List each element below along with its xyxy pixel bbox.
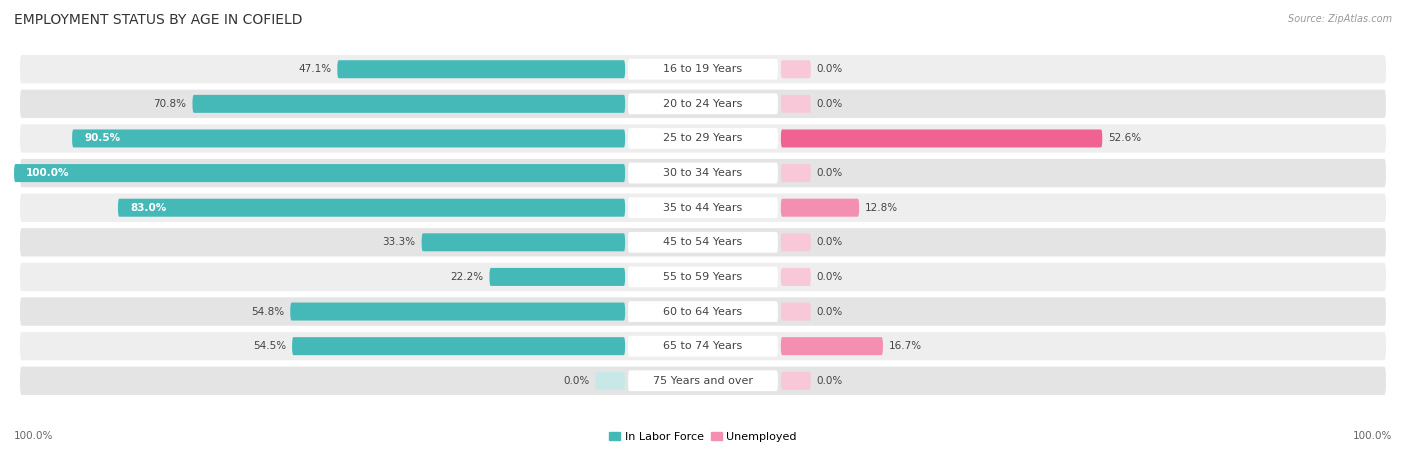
Text: 100.0%: 100.0%: [14, 431, 53, 441]
FancyBboxPatch shape: [193, 95, 626, 113]
Text: 52.6%: 52.6%: [1108, 134, 1142, 144]
Text: Source: ZipAtlas.com: Source: ZipAtlas.com: [1288, 14, 1392, 23]
Text: 55 to 59 Years: 55 to 59 Years: [664, 272, 742, 282]
Text: 47.1%: 47.1%: [298, 64, 332, 74]
Text: 0.0%: 0.0%: [562, 376, 589, 386]
FancyBboxPatch shape: [14, 164, 626, 182]
FancyBboxPatch shape: [628, 197, 778, 218]
FancyBboxPatch shape: [337, 60, 626, 78]
FancyBboxPatch shape: [20, 159, 1386, 187]
Text: 54.8%: 54.8%: [252, 306, 284, 316]
FancyBboxPatch shape: [422, 233, 626, 251]
FancyBboxPatch shape: [628, 94, 778, 114]
Text: 100.0%: 100.0%: [1353, 431, 1392, 441]
FancyBboxPatch shape: [780, 199, 859, 217]
Text: 0.0%: 0.0%: [817, 64, 844, 74]
Text: 90.5%: 90.5%: [84, 134, 121, 144]
FancyBboxPatch shape: [628, 232, 778, 253]
FancyBboxPatch shape: [780, 302, 811, 320]
Text: 35 to 44 Years: 35 to 44 Years: [664, 202, 742, 213]
FancyBboxPatch shape: [118, 199, 626, 217]
Legend: In Labor Force, Unemployed: In Labor Force, Unemployed: [605, 427, 801, 446]
Text: 54.5%: 54.5%: [253, 341, 285, 351]
FancyBboxPatch shape: [628, 128, 778, 149]
FancyBboxPatch shape: [780, 95, 811, 113]
FancyBboxPatch shape: [20, 367, 1386, 395]
Text: 0.0%: 0.0%: [817, 376, 844, 386]
FancyBboxPatch shape: [628, 266, 778, 287]
FancyBboxPatch shape: [780, 268, 811, 286]
FancyBboxPatch shape: [20, 55, 1386, 83]
FancyBboxPatch shape: [780, 60, 811, 78]
Text: 30 to 34 Years: 30 to 34 Years: [664, 168, 742, 178]
Text: 0.0%: 0.0%: [817, 168, 844, 178]
FancyBboxPatch shape: [780, 337, 883, 355]
FancyBboxPatch shape: [72, 130, 626, 148]
FancyBboxPatch shape: [628, 163, 778, 184]
FancyBboxPatch shape: [292, 337, 626, 355]
Text: 100.0%: 100.0%: [27, 168, 69, 178]
FancyBboxPatch shape: [20, 194, 1386, 222]
FancyBboxPatch shape: [780, 164, 811, 182]
Text: 83.0%: 83.0%: [129, 202, 166, 213]
FancyBboxPatch shape: [20, 90, 1386, 118]
Text: 20 to 24 Years: 20 to 24 Years: [664, 99, 742, 109]
Text: 0.0%: 0.0%: [817, 272, 844, 282]
FancyBboxPatch shape: [628, 301, 778, 322]
Text: 0.0%: 0.0%: [817, 99, 844, 109]
Text: 12.8%: 12.8%: [865, 202, 898, 213]
FancyBboxPatch shape: [20, 228, 1386, 256]
Text: 65 to 74 Years: 65 to 74 Years: [664, 341, 742, 351]
FancyBboxPatch shape: [20, 263, 1386, 291]
FancyBboxPatch shape: [628, 336, 778, 356]
FancyBboxPatch shape: [20, 332, 1386, 360]
FancyBboxPatch shape: [628, 59, 778, 80]
Text: 22.2%: 22.2%: [450, 272, 484, 282]
FancyBboxPatch shape: [628, 370, 778, 391]
Text: 75 Years and over: 75 Years and over: [652, 376, 754, 386]
FancyBboxPatch shape: [20, 124, 1386, 153]
FancyBboxPatch shape: [595, 372, 626, 390]
FancyBboxPatch shape: [290, 302, 626, 320]
FancyBboxPatch shape: [780, 372, 811, 390]
FancyBboxPatch shape: [489, 268, 626, 286]
Text: 70.8%: 70.8%: [153, 99, 187, 109]
Text: 25 to 29 Years: 25 to 29 Years: [664, 134, 742, 144]
Text: 16.7%: 16.7%: [889, 341, 922, 351]
Text: 0.0%: 0.0%: [817, 306, 844, 316]
FancyBboxPatch shape: [20, 297, 1386, 326]
Text: 60 to 64 Years: 60 to 64 Years: [664, 306, 742, 316]
FancyBboxPatch shape: [780, 130, 1102, 148]
Text: 33.3%: 33.3%: [382, 237, 416, 248]
Text: 0.0%: 0.0%: [817, 237, 844, 248]
Text: EMPLOYMENT STATUS BY AGE IN COFIELD: EMPLOYMENT STATUS BY AGE IN COFIELD: [14, 14, 302, 27]
Text: 45 to 54 Years: 45 to 54 Years: [664, 237, 742, 248]
Text: 16 to 19 Years: 16 to 19 Years: [664, 64, 742, 74]
FancyBboxPatch shape: [780, 233, 811, 251]
